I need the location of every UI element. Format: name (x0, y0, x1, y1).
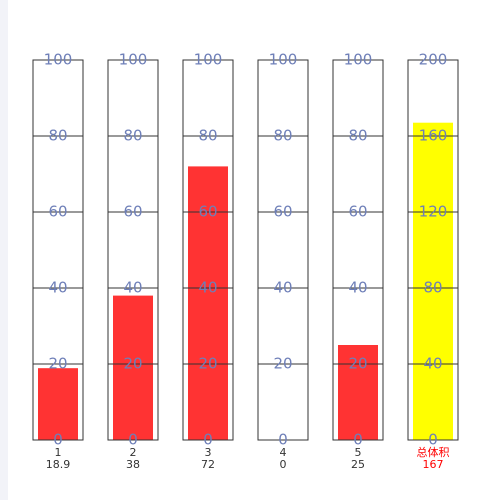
y-tick-label: 60 (273, 203, 292, 221)
value-label: 38 (126, 458, 140, 471)
y-tick-label: 80 (348, 127, 367, 145)
value-label: 72 (201, 458, 215, 471)
y-tick-label: 20 (48, 355, 67, 373)
bar (413, 122, 453, 440)
y-tick-label: 0 (128, 431, 138, 449)
y-tick-label: 100 (119, 51, 148, 69)
side-strip (0, 0, 8, 500)
y-tick-label: 0 (353, 431, 363, 449)
y-tick-label: 100 (269, 51, 298, 69)
y-tick-label: 0 (278, 431, 288, 449)
y-tick-label: 80 (123, 127, 142, 145)
y-tick-label: 80 (423, 279, 442, 297)
y-tick-label: 20 (273, 355, 292, 373)
category-label: 总体积 (417, 445, 450, 459)
y-tick-label: 100 (194, 51, 223, 69)
y-tick-label: 20 (123, 355, 142, 373)
y-tick-label: 160 (419, 127, 448, 145)
bar (113, 295, 153, 440)
y-tick-label: 40 (123, 279, 142, 297)
y-tick-label: 80 (273, 127, 292, 145)
y-tick-label: 40 (348, 279, 367, 297)
y-tick-label: 200 (419, 51, 448, 69)
y-tick-label: 80 (48, 127, 67, 145)
y-tick-label: 40 (423, 355, 442, 373)
bar (38, 368, 78, 440)
category-label: 1 (55, 446, 62, 459)
y-tick-label: 40 (198, 279, 217, 297)
value-label: 0 (280, 458, 287, 471)
y-tick-label: 60 (348, 203, 367, 221)
y-tick-label: 60 (198, 203, 217, 221)
category-label: 3 (205, 446, 212, 459)
category-label: 4 (280, 446, 287, 459)
tube (257, 59, 309, 441)
y-tick-label: 60 (123, 203, 142, 221)
category-label: 5 (355, 446, 362, 459)
y-tick-label: 60 (48, 203, 67, 221)
category-label: 2 (130, 446, 137, 459)
y-tick-label: 20 (198, 355, 217, 373)
y-tick-label: 40 (273, 279, 292, 297)
y-tick-label: 0 (53, 431, 63, 449)
value-label: 25 (351, 458, 365, 471)
bar (338, 345, 378, 440)
y-tick-label: 100 (344, 51, 373, 69)
y-tick-label: 40 (48, 279, 67, 297)
y-tick-label: 0 (203, 431, 213, 449)
y-tick-label: 120 (419, 203, 448, 221)
y-tick-label: 0 (428, 431, 438, 449)
value-label: 167 (423, 458, 444, 471)
y-tick-label: 20 (348, 355, 367, 373)
value-label: 18.9 (46, 458, 71, 471)
y-tick-label: 100 (44, 51, 73, 69)
y-tick-label: 80 (198, 127, 217, 145)
